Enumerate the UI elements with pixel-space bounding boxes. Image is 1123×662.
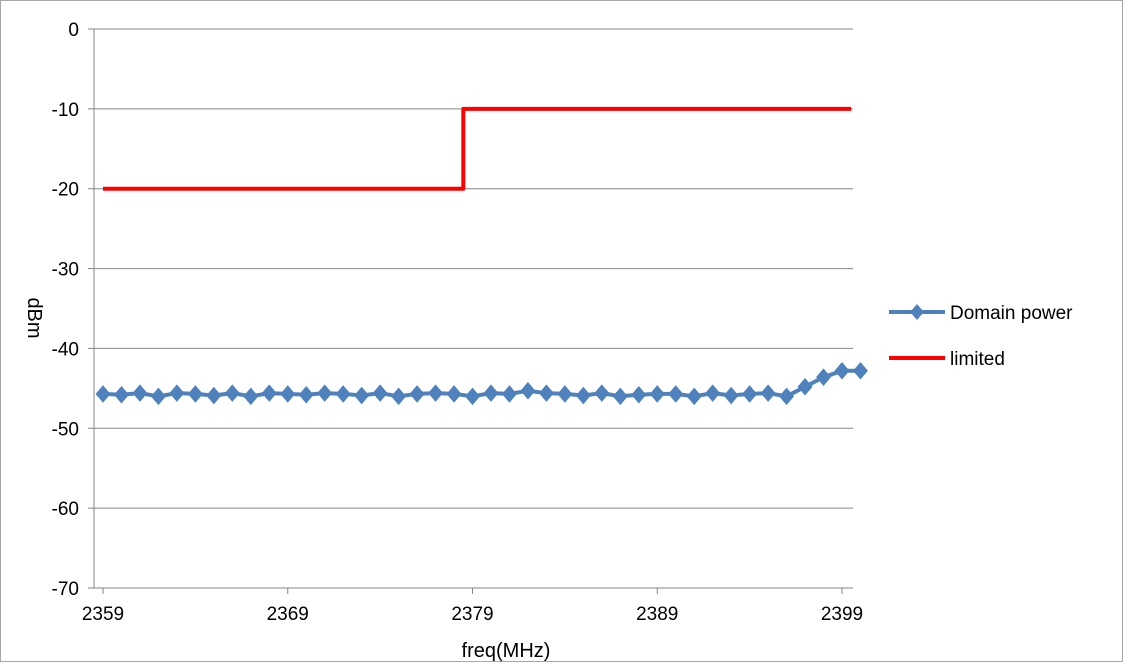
y-tick-label: -20 xyxy=(52,180,79,201)
data-point-marker xyxy=(631,385,647,404)
legend-label: limited xyxy=(950,349,1005,370)
data-point-marker xyxy=(834,362,850,380)
data-point-marker xyxy=(446,385,462,403)
data-point-marker xyxy=(428,384,444,402)
data-point-marker xyxy=(261,384,277,402)
y-tick-label: -10 xyxy=(52,100,79,121)
y-tick-label: 0 xyxy=(68,20,79,41)
data-point-marker xyxy=(649,385,665,403)
y-tick-labels: 0 -10 -20 -30 -40 -50 -60 -70 xyxy=(52,20,79,600)
data-point-marker xyxy=(391,387,407,406)
x-axis-title: freq(MHz) xyxy=(462,640,551,661)
x-tick-label: 2369 xyxy=(267,604,309,625)
data-point-marker xyxy=(298,385,314,404)
data-point-marker xyxy=(409,385,425,403)
data-point-marker xyxy=(372,384,388,402)
data-point-marker xyxy=(169,384,185,402)
data-point-marker xyxy=(742,385,758,403)
x-tick-label: 2399 xyxy=(821,604,863,625)
x-tick-labels: 2359 2369 2379 2389 2399 xyxy=(82,604,863,625)
data-point-marker xyxy=(705,384,721,402)
data-point-marker xyxy=(520,381,536,400)
data-point-marker xyxy=(501,385,517,403)
legend-marker xyxy=(910,304,924,320)
legend-label: Domain power xyxy=(950,303,1073,324)
y-axis-title: dBm xyxy=(23,297,45,338)
data-point-marker xyxy=(483,384,499,402)
data-point-marker xyxy=(206,386,222,405)
data-point-marker xyxy=(317,384,333,402)
series-layer xyxy=(95,106,868,406)
data-point-marker xyxy=(723,386,739,405)
data-point-marker xyxy=(465,387,480,406)
y-tick-label: -40 xyxy=(52,339,79,360)
data-point-marker xyxy=(686,387,702,406)
legend: Domain power limited xyxy=(889,303,1073,370)
data-point-marker xyxy=(132,384,148,402)
data-point-marker xyxy=(354,386,370,405)
y-tick-label: -60 xyxy=(52,499,79,520)
data-point-marker xyxy=(779,387,795,406)
data-point-marker xyxy=(538,384,554,402)
x-tick-label: 2359 xyxy=(82,604,124,625)
data-point-marker xyxy=(853,362,868,380)
gridlines xyxy=(94,28,853,509)
data-point-marker xyxy=(335,385,351,403)
y-tick-label: -70 xyxy=(52,579,79,600)
y-tick-label: -50 xyxy=(52,419,79,440)
data-point-marker xyxy=(95,385,111,403)
data-point-marker xyxy=(150,387,166,406)
data-point-marker xyxy=(114,385,129,404)
data-point-marker xyxy=(797,377,813,396)
data-point-marker xyxy=(224,384,240,402)
data-point-marker xyxy=(575,386,591,405)
axes xyxy=(88,28,853,594)
data-point-marker xyxy=(668,385,684,403)
data-point-marker xyxy=(612,387,628,406)
x-tick-label: 2389 xyxy=(636,604,678,625)
series-line-limited xyxy=(103,106,852,191)
data-point-marker xyxy=(187,385,203,403)
data-point-marker xyxy=(557,385,573,403)
data-point-marker xyxy=(816,368,831,386)
x-tick-label: 2379 xyxy=(451,604,493,625)
y-tick-label: -30 xyxy=(52,260,79,281)
data-point-marker xyxy=(280,385,296,403)
data-point-marker xyxy=(243,387,259,406)
data-point-marker xyxy=(760,384,776,402)
data-point-marker xyxy=(594,384,610,402)
